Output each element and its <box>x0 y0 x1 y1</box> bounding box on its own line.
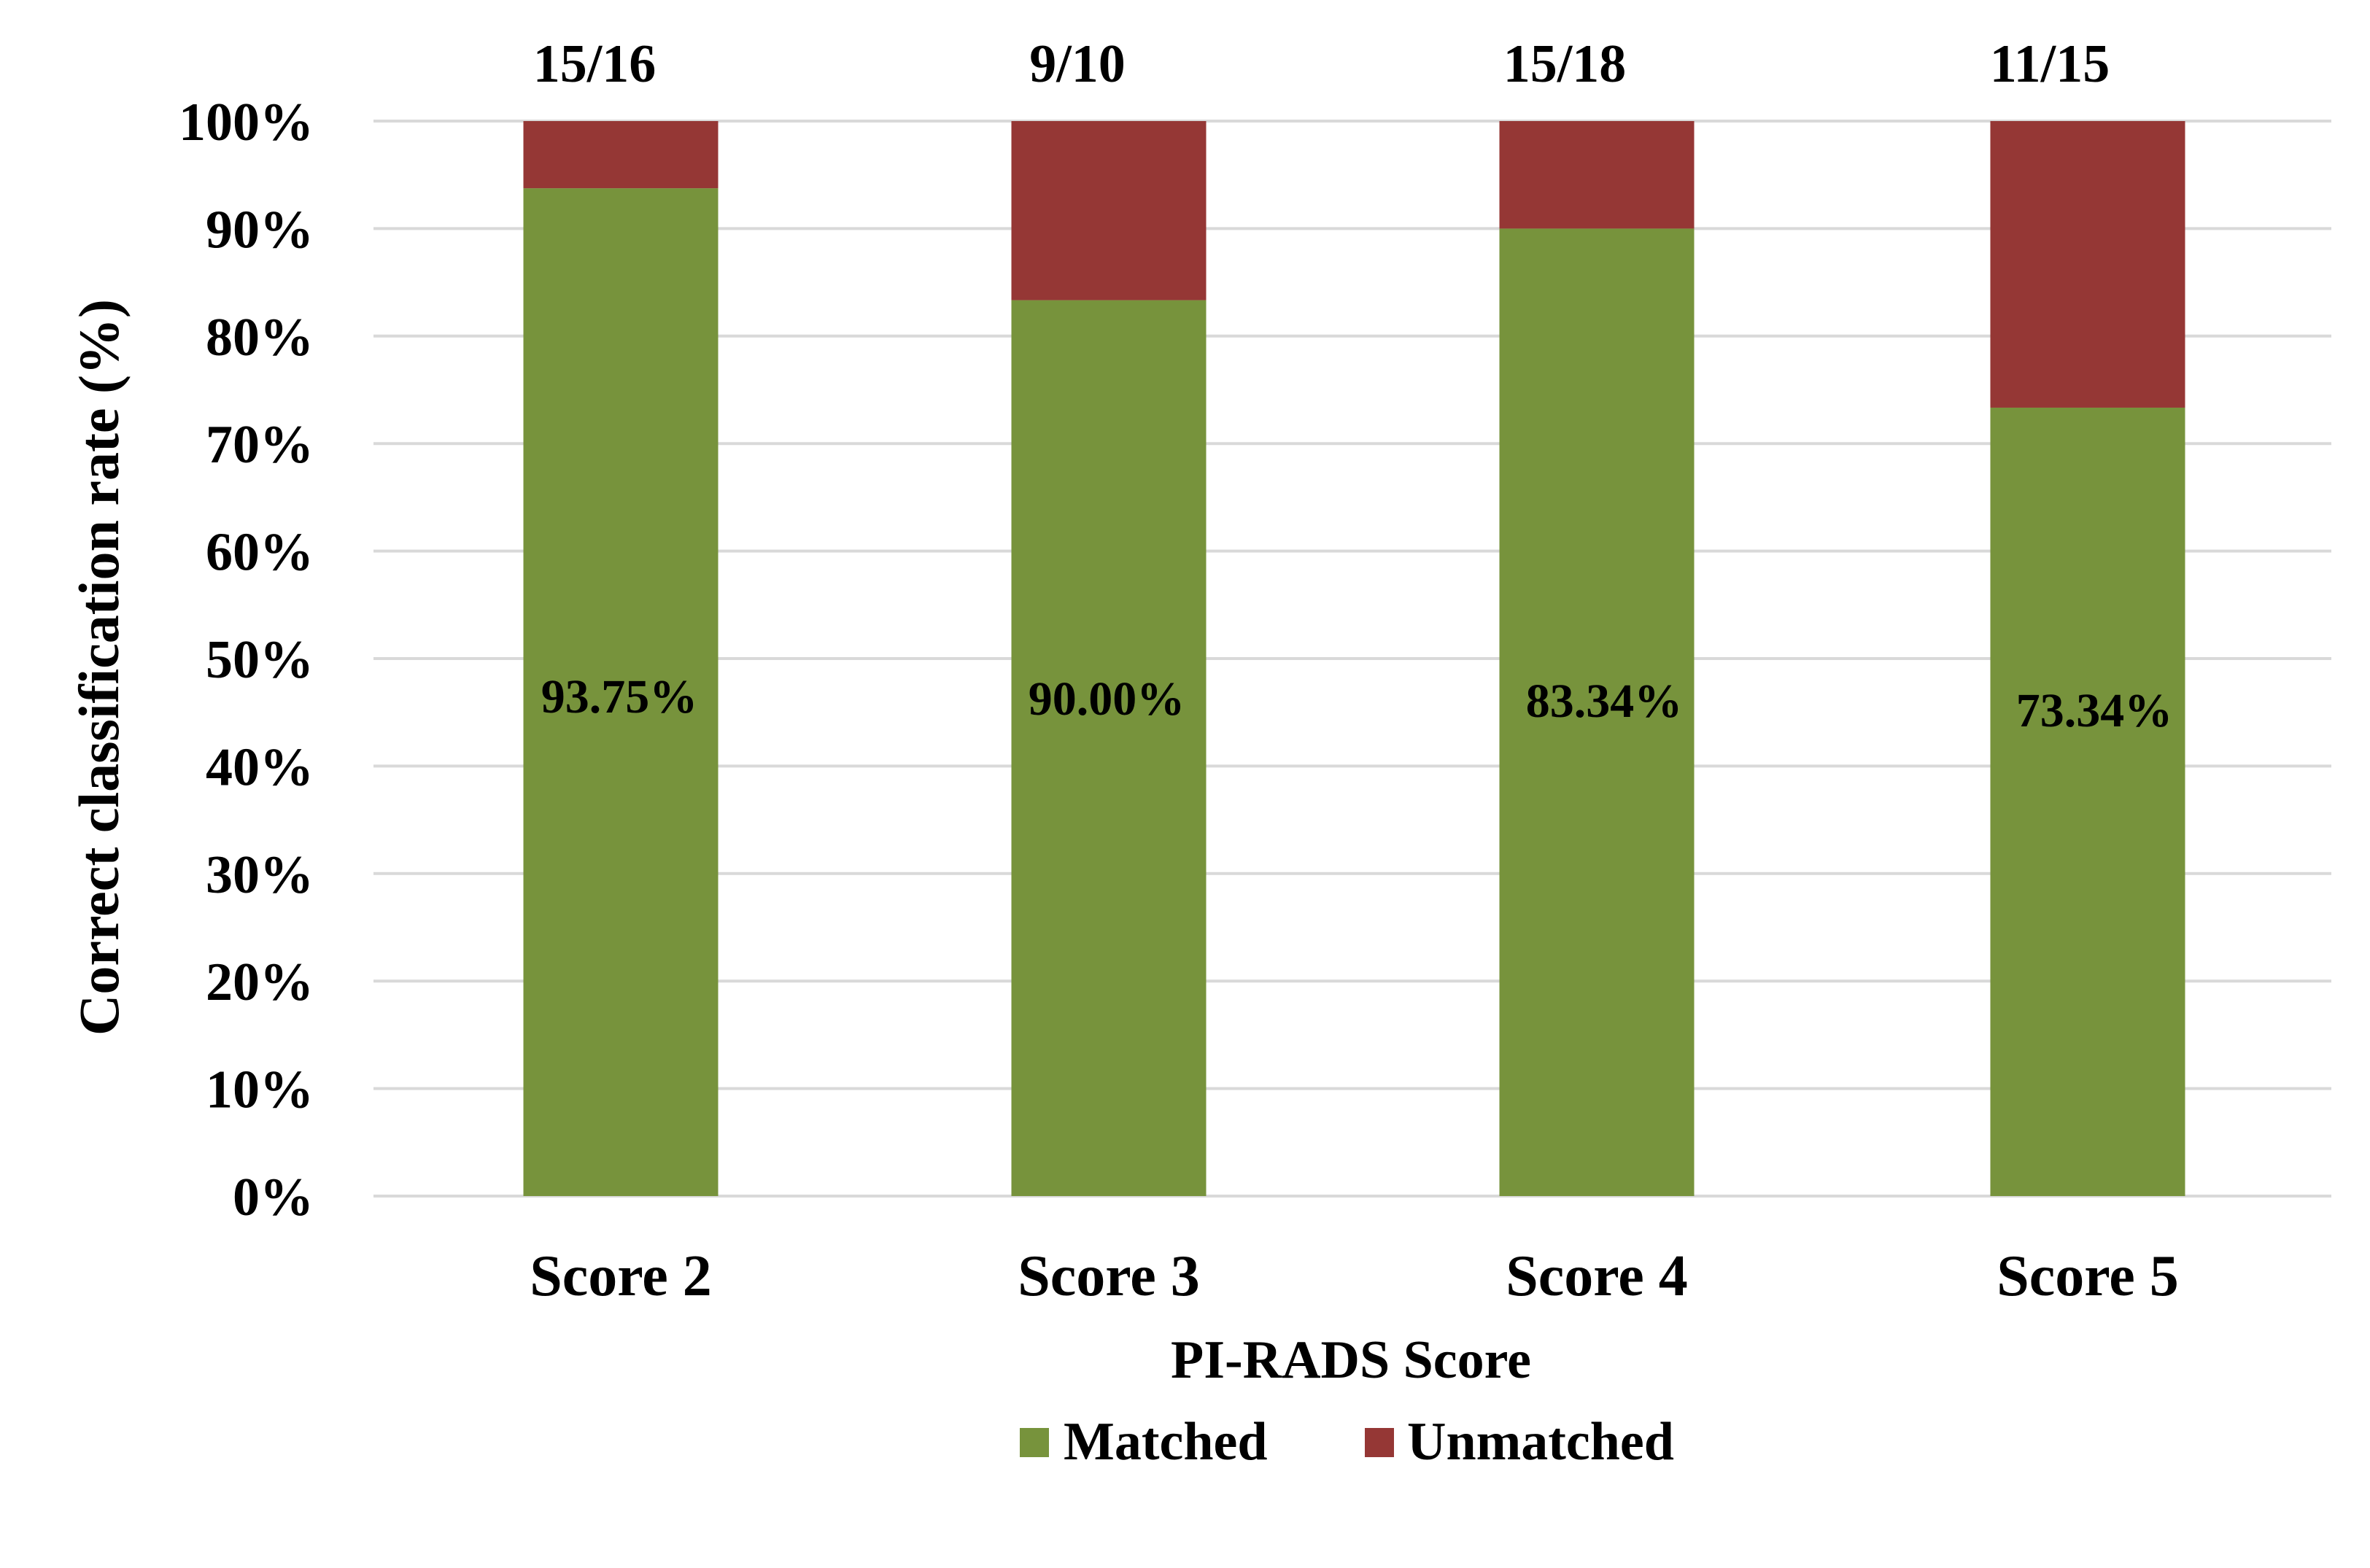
bar-unmatched-score-3 <box>1011 121 1207 300</box>
bar-matched-score-2 <box>523 188 719 1196</box>
x-tick-label: Score 3 <box>1018 1244 1200 1308</box>
top-count-label: 15/18 <box>1503 34 1627 94</box>
y-tick-label: 100% <box>179 93 314 152</box>
legend-label-matched: Matched <box>1064 1412 1268 1472</box>
x-tick-label: Score 2 <box>530 1244 712 1308</box>
bar-matched-score-5 <box>1990 407 2185 1196</box>
bars <box>523 121 2185 1197</box>
x-tick-label: Score 5 <box>1997 1244 2179 1308</box>
y-tick-label: 40% <box>206 737 314 797</box>
data-label: 83.34% <box>1526 675 1683 728</box>
data-label: 73.34% <box>2016 684 2173 737</box>
legend: Matched Unmatched <box>1020 1412 1674 1472</box>
x-axis-label: PI-RADS Score <box>1171 1330 1531 1390</box>
bar-matched-score-3 <box>1011 300 1207 1197</box>
legend-label-unmatched: Unmatched <box>1407 1412 1674 1472</box>
y-tick-label: 60% <box>206 523 314 583</box>
y-tick-label: 80% <box>206 308 314 368</box>
x-tick-label: Score 4 <box>1506 1244 1688 1308</box>
y-tick-label: 20% <box>206 952 314 1012</box>
y-tick-label: 70% <box>206 415 314 475</box>
y-tick-label: 90% <box>206 200 314 260</box>
y-tick-label: 30% <box>206 845 314 905</box>
legend-swatch-unmatched <box>1365 1428 1394 1457</box>
data-label: 90.00% <box>1029 672 1185 726</box>
bar-unmatched-score-4 <box>1499 121 1695 229</box>
bar-unmatched-score-5 <box>1990 121 2185 408</box>
y-tick-label: 50% <box>206 630 314 690</box>
data-labels: 93.75% 90.00% 83.34% 73.34% <box>541 670 2173 737</box>
data-label: 93.75% <box>541 670 698 723</box>
top-count-label: 11/15 <box>1990 34 2110 94</box>
y-axis-ticks: 0% 10% 20% 30% 40% 50% 60% 70% 80% 90% 100% <box>179 93 314 1227</box>
top-count-label: 9/10 <box>1029 34 1126 94</box>
y-axis-label: Correct classification rate (%) <box>67 299 131 1036</box>
top-count-label: 15/16 <box>533 34 657 94</box>
bar-unmatched-score-2 <box>523 121 719 189</box>
legend-swatch-matched <box>1020 1428 1049 1457</box>
bar-matched-score-4 <box>1499 228 1695 1196</box>
x-axis-ticks: Score 2 Score 3 Score 4 Score 5 <box>530 1244 2179 1308</box>
top-labels: 15/16 9/10 15/18 11/15 <box>533 34 2110 94</box>
y-tick-label: 0% <box>233 1168 314 1227</box>
y-tick-label: 10% <box>206 1060 314 1120</box>
